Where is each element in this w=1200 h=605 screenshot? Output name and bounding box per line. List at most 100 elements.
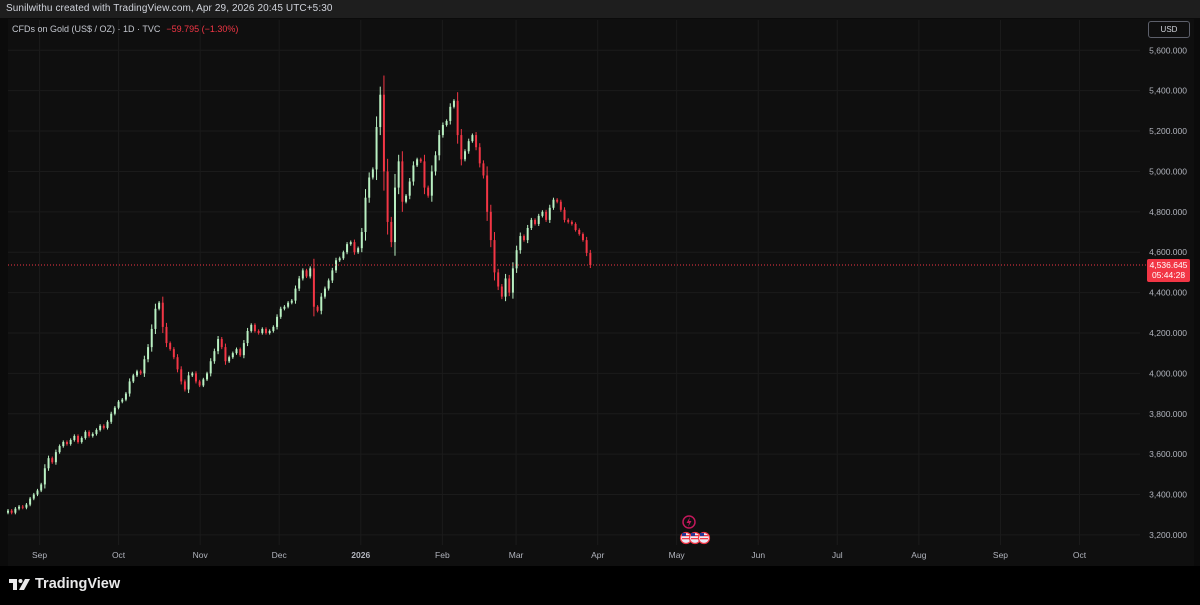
candle-body <box>36 490 39 495</box>
candle-body <box>335 260 338 271</box>
candle-body <box>283 306 286 309</box>
candle-body <box>346 244 349 253</box>
candle-body <box>393 187 396 243</box>
candle-body <box>217 339 220 352</box>
candle-body <box>375 127 378 170</box>
candle-body <box>585 240 588 253</box>
candle-body <box>264 328 267 333</box>
candle-body <box>176 357 179 370</box>
candle-body <box>73 435 76 440</box>
candle-body <box>135 371 138 376</box>
candle-body <box>7 510 9 513</box>
candle-body <box>320 296 323 311</box>
candle-body <box>128 381 131 394</box>
candle-body <box>165 326 168 344</box>
candle-body <box>21 506 24 508</box>
candle-body <box>132 375 135 382</box>
candle-body <box>441 125 444 136</box>
candle-body <box>276 316 279 327</box>
candle-body <box>80 437 83 443</box>
x-tick-label: Nov <box>193 550 209 560</box>
candle-body <box>456 100 459 136</box>
candle-body <box>482 163 485 176</box>
y-tick-label: 3,600.000 <box>1149 449 1187 459</box>
candle-body <box>194 373 197 382</box>
candle-body <box>382 94 385 172</box>
attribution-text: Sunilwithu created with TradingView.com,… <box>6 3 333 14</box>
x-tick-label: Jun <box>751 550 765 560</box>
bar-countdown: 05:44:28 <box>1152 270 1185 280</box>
symbol-legend[interactable]: CFDs on Gold (US$ / OZ) · 1D · TVC −59.79… <box>12 24 238 34</box>
candle-body <box>113 407 116 414</box>
candle-body <box>161 302 164 327</box>
candle-body <box>574 223 577 230</box>
candle-body <box>62 442 65 447</box>
candle-body <box>231 353 234 358</box>
candle-body <box>158 302 161 309</box>
x-tick-label: Dec <box>272 550 288 560</box>
candle-body <box>390 221 393 243</box>
candle-body <box>581 234 584 241</box>
y-tick-label: 5,400.000 <box>1149 86 1187 96</box>
candle-body <box>589 252 592 266</box>
price-axis[interactable]: 3,200.000 3,400.000 3,600.000 3,800.000 4,00… <box>1149 45 1187 540</box>
candle-body <box>235 349 238 354</box>
candle-body <box>460 135 463 160</box>
candle-body <box>445 120 448 125</box>
us-flag-icon[interactable] <box>679 531 711 545</box>
candle-body <box>567 219 570 222</box>
y-tick-label: 3,200.000 <box>1149 530 1187 540</box>
candle-body <box>10 510 13 513</box>
x-tick-label: Jul <box>832 550 843 560</box>
candle-body <box>183 381 186 390</box>
candle-body <box>47 458 50 469</box>
footer-bar <box>0 566 1200 605</box>
candle-body <box>14 508 17 513</box>
candle-body <box>548 207 551 220</box>
candle-body <box>287 302 290 307</box>
candle-body <box>556 199 559 202</box>
candle-body <box>401 161 404 202</box>
currency-button[interactable]: USD <box>1148 21 1190 38</box>
x-tick-label: Mar <box>509 550 524 560</box>
candle-body <box>408 181 411 196</box>
event-markers[interactable] <box>679 515 711 545</box>
candle-body <box>294 288 297 301</box>
y-tick-label: 4,800.000 <box>1149 207 1187 217</box>
candle-body <box>187 375 190 390</box>
candle-body <box>99 425 102 430</box>
x-tick-label: Oct <box>112 550 126 560</box>
candle-body <box>290 300 293 303</box>
candle-body <box>423 161 426 188</box>
x-tick-label: Feb <box>435 550 450 560</box>
y-tick-label: 4,600.000 <box>1149 247 1187 257</box>
candle-body <box>312 268 315 307</box>
x-tick-label: 2026 <box>351 550 370 560</box>
tradingview-logo[interactable]: TradingView <box>9 576 120 592</box>
tradingview-logo-icon <box>9 579 30 590</box>
candle-body <box>478 147 481 164</box>
candle-body <box>541 211 544 216</box>
candle-body <box>257 330 260 333</box>
candle-body <box>342 252 345 259</box>
candle-body <box>545 211 548 220</box>
symbol-title: CFDs on Gold (US$ / OZ) · 1D · TVC <box>12 24 161 34</box>
y-tick-label: 4,200.000 <box>1149 328 1187 338</box>
candle-body <box>486 175 489 212</box>
time-axis[interactable]: Sep Oct Nov Dec 2026 Feb Mar Apr May Jun Jul Aug Sep… <box>32 550 1087 560</box>
x-tick-label: Oct <box>1073 550 1087 560</box>
candle-body <box>102 425 105 428</box>
candle-body <box>69 440 72 445</box>
candle-body <box>331 270 334 281</box>
candle-body <box>150 328 153 348</box>
candle-body <box>180 369 183 382</box>
candle-body <box>397 161 400 188</box>
candle-body <box>224 347 227 362</box>
lightning-icon[interactable] <box>682 515 696 529</box>
candle-body <box>537 215 540 224</box>
candle-body <box>242 343 245 356</box>
candle-body <box>323 288 326 297</box>
candle-body <box>508 278 511 293</box>
candle-body <box>386 171 389 222</box>
